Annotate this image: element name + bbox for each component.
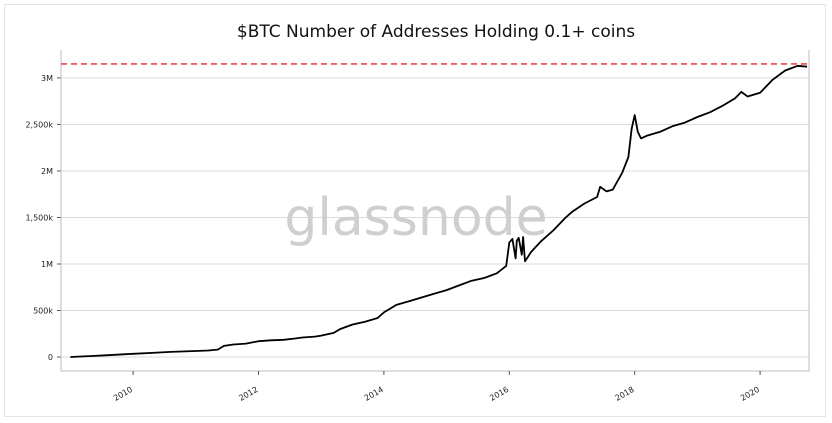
chart-title: $BTC Number of Addresses Holding 0.1+ co… [237, 22, 635, 42]
y-tick-label: 500k [33, 307, 53, 316]
x-tick-label: 2014 [363, 385, 385, 403]
x-tick-labels: 2010 2012 2014 2016 2018 2020 [112, 385, 761, 403]
x-tick-label: 2016 [488, 385, 510, 403]
y-tick-label: 2M [41, 167, 53, 176]
y-tick-label: 0 [48, 353, 53, 362]
series-group [70, 64, 808, 358]
watermark: glassnode [284, 188, 547, 248]
axes [57, 50, 810, 375]
y-tick-label: 1M [41, 260, 53, 269]
chart-frame: $BTC Number of Addresses Holding 0.1+ co… [4, 4, 826, 417]
x-tick-label: 2012 [237, 385, 259, 403]
y-tick-label: 2,500k [25, 120, 53, 129]
x-tick-label: 2018 [614, 385, 636, 403]
grid-lines [61, 77, 809, 358]
chart-canvas: $BTC Number of Addresses Holding 0.1+ co… [25, 22, 810, 403]
y-tick-label: 1,500k [25, 213, 53, 222]
x-tick-label: 2010 [112, 385, 134, 403]
y-tick-label: 3M [41, 74, 53, 83]
y-tick-labels: 0 500k 1M 1,500k 2M 2,500k 3M [25, 74, 53, 362]
series-line [70, 64, 808, 358]
x-tick-label: 2020 [739, 385, 761, 403]
